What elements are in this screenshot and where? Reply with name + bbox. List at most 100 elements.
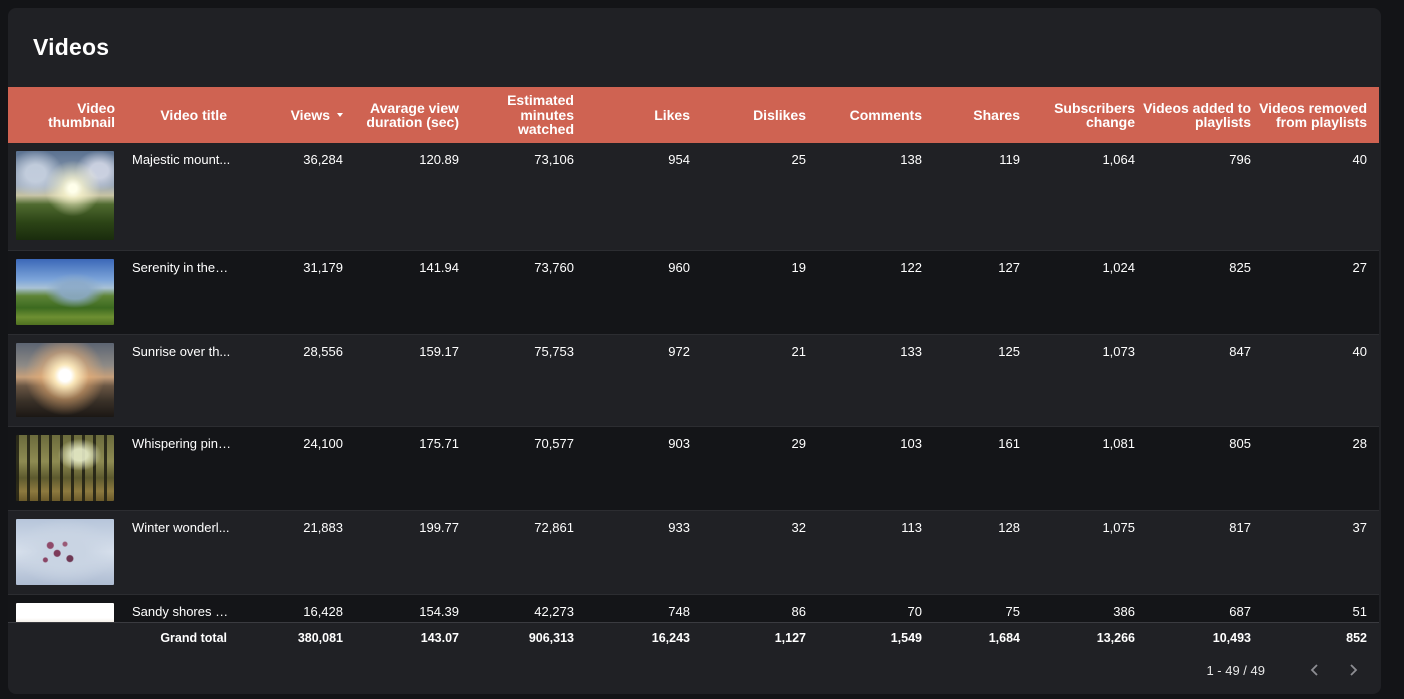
pagination-range: 1 - 49 / 49 [1206, 662, 1265, 678]
shares-cell: 128 [998, 520, 1020, 535]
thumbnail-cell [8, 251, 123, 334]
videos-removed-cell: 40 [1352, 152, 1367, 167]
mountain-sunrise-image [16, 151, 114, 240]
views-cell: 16,428 [303, 604, 343, 619]
videos-added-cell: 687 [1229, 604, 1251, 619]
videos-added-cell: 825 [1229, 260, 1251, 275]
video-title-cell: Sunrise over th... [132, 344, 231, 359]
column-header-thumbnail[interactable]: Video thumbnail [48, 99, 115, 130]
subscribers-change-cell: 1,024 [1102, 260, 1135, 275]
videos-added-cell: 847 [1229, 344, 1251, 359]
dislikes-cell: 29 [791, 436, 806, 451]
views-cell: 21,883 [303, 520, 343, 535]
avg-duration-cell: 141.94 [419, 260, 459, 275]
subscribers-change-cell: 1,064 [1102, 152, 1135, 167]
minutes-watched-cell: 70,577 [534, 436, 574, 451]
chevron-left-icon [1310, 664, 1318, 676]
chevron-right-icon [1350, 664, 1358, 676]
column-header-views-label: Views [290, 106, 330, 123]
subscribers-change-cell: 1,075 [1102, 520, 1135, 535]
avg-duration-cell: 175.71 [419, 436, 459, 451]
minutes-watched-cell: 73,106 [534, 152, 574, 167]
videos-removed-cell: 28 [1352, 436, 1367, 451]
column-header-videos-removed[interactable]: Videos removed from playlists [1259, 99, 1367, 130]
video-title-cell: Winter wonderl... [132, 520, 230, 535]
avg-duration-cell: 154.39 [419, 604, 459, 619]
likes-cell: 972 [668, 344, 690, 359]
next-page-button[interactable] [1341, 658, 1365, 682]
thumbnail-cell [8, 595, 123, 623]
minutes-watched-cell: 73,760 [534, 260, 574, 275]
dislikes-cell: 25 [791, 152, 806, 167]
likes-cell: 903 [668, 436, 690, 451]
green-valley-image [16, 259, 114, 325]
views-cell: 31,179 [303, 260, 343, 275]
dislikes-cell: 32 [791, 520, 806, 535]
comments-cell: 70 [907, 604, 922, 619]
videos-added-cell: 817 [1229, 520, 1251, 535]
comments-cell: 138 [900, 152, 922, 167]
sunrise-image [16, 343, 114, 417]
pine-forest-image [16, 435, 114, 501]
video-title-cell: Serenity in the f... [132, 260, 234, 275]
column-header-avg-duration[interactable]: Avarage view duration (sec) [366, 99, 459, 130]
table-body: Majestic mount... 36,284 120.89 73,106 9… [8, 143, 1379, 623]
sort-desc-icon [337, 113, 343, 117]
views-cell: 24,100 [303, 436, 343, 451]
minutes-watched-cell: 42,273 [534, 604, 574, 619]
likes-cell: 960 [668, 260, 690, 275]
shares-cell: 125 [998, 344, 1020, 359]
videos-added-cell: 796 [1229, 152, 1251, 167]
likes-cell: 954 [668, 152, 690, 167]
thumbnail-cell [8, 335, 123, 426]
subscribers-change-cell: 1,073 [1102, 344, 1135, 359]
avg-duration-cell: 159.17 [419, 344, 459, 359]
total-empty-cell [8, 623, 123, 653]
column-header-title[interactable]: Video title [160, 106, 227, 123]
previous-page-button[interactable] [1303, 658, 1327, 682]
table-row[interactable]: Whispering pine... 24,100 175.71 70,577 … [8, 426, 1379, 510]
column-header-shares[interactable]: Shares [973, 106, 1020, 123]
minutes-watched-cell: 72,861 [534, 520, 574, 535]
total-subscribers-change: 13,266 [1096, 631, 1135, 645]
views-cell: 36,284 [303, 152, 343, 167]
sandy-shore-image [16, 603, 114, 623]
total-views: 380,081 [297, 631, 343, 645]
comments-cell: 133 [900, 344, 922, 359]
column-header-likes[interactable]: Likes [654, 106, 690, 123]
videos-removed-cell: 40 [1352, 344, 1367, 359]
column-header-minutes-watched[interactable]: Estimated minutes watched [507, 92, 574, 138]
column-header-videos-added[interactable]: Videos added to playlists [1143, 99, 1251, 130]
total-videos-removed: 852 [1346, 631, 1367, 645]
column-header-views[interactable]: Views [235, 87, 351, 143]
videos-table: Video thumbnail Video title Views Avarag… [8, 87, 1379, 623]
pagination: 1 - 49 / 49 [1206, 658, 1365, 682]
total-likes: 16,243 [651, 631, 690, 645]
table-row[interactable]: Sunrise over th... 28,556 159.17 75,753 … [8, 334, 1379, 426]
likes-cell: 748 [668, 604, 690, 619]
videos-removed-cell: 51 [1352, 604, 1367, 619]
card-title: Videos [33, 34, 110, 60]
table-row[interactable]: Winter wonderl... 21,883 199.77 72,861 9… [8, 510, 1379, 594]
column-header-subscribers-change[interactable]: Subscribers change [1054, 99, 1135, 130]
column-header-comments[interactable]: Comments [849, 106, 922, 123]
grand-total-row: Grand total 380,081 143.07 906,313 16,24… [8, 622, 1379, 653]
minutes-watched-cell: 75,753 [534, 344, 574, 359]
videos-card: Videos Video thumbnail Video title Views… [8, 8, 1381, 694]
total-minutes-watched: 906,313 [528, 631, 574, 645]
table-row[interactable]: Majestic mount... 36,284 120.89 73,106 9… [8, 143, 1379, 250]
table-row[interactable]: Serenity in the f... 31,179 141.94 73,76… [8, 250, 1379, 334]
table-row[interactable]: Sandy shores a... 16,428 154.39 42,273 7… [8, 594, 1379, 623]
subscribers-change-cell: 1,081 [1102, 436, 1135, 451]
column-header-dislikes[interactable]: Dislikes [753, 106, 806, 123]
likes-cell: 933 [668, 520, 690, 535]
total-avg-duration: 143.07 [420, 631, 459, 645]
dislikes-cell: 21 [791, 344, 806, 359]
dislikes-cell: 19 [791, 260, 806, 275]
subscribers-change-cell: 386 [1113, 604, 1135, 619]
comments-cell: 113 [901, 520, 922, 535]
video-title-cell: Majestic mount... [132, 152, 231, 167]
shares-cell: 161 [998, 436, 1020, 451]
total-shares: 1,684 [988, 631, 1020, 645]
dislikes-cell: 86 [791, 604, 806, 619]
